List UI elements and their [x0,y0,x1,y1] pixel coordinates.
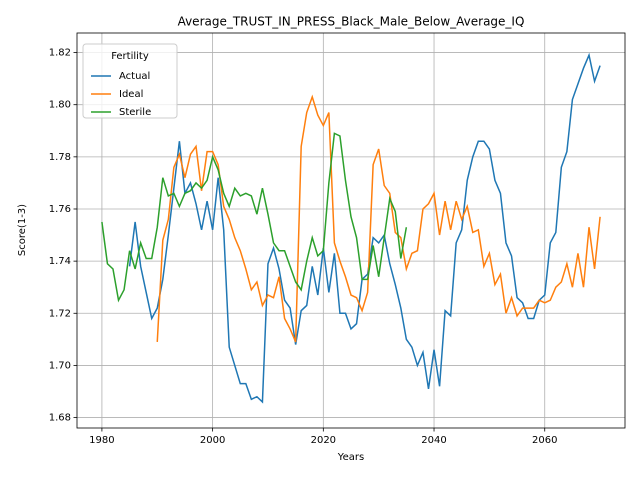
legend-box [82,43,178,119]
y-tick-label: 1.78 [49,152,71,163]
line-series [156,94,601,343]
y-tick-label: 1.68 [49,413,71,424]
y-tick-label: 1.76 [49,204,71,215]
x-tick-label: 2060 [532,435,557,446]
legend-label: Actual [119,71,150,82]
x-tick-label: 1980 [89,435,114,446]
x-axis-label: Years [337,452,364,463]
line-series [101,132,408,303]
plot-frame [76,32,626,429]
y-axis-label: Score(1-3) [17,204,28,256]
legend-title: Fertility [111,51,149,62]
legend-label: Sterile [119,107,151,118]
legend: Fertility Actual Ideal Sterile [82,43,178,119]
y-tick-label: 1.74 [49,256,71,267]
x-tick-label: 2020 [311,435,336,446]
line-series [128,52,601,404]
legend-label: Ideal [119,89,143,100]
y-tick-label: 1.72 [49,308,71,319]
y-tick-label: 1.70 [49,360,71,371]
chart-title: Average_TRUST_IN_PRESS_Black_Male_Below_… [178,15,525,29]
x-tick-label: 2000 [200,435,225,446]
y-tick-label: 1.80 [49,100,71,111]
x-tick-label: 2040 [421,435,446,446]
y-tick-label: 1.82 [49,48,71,59]
